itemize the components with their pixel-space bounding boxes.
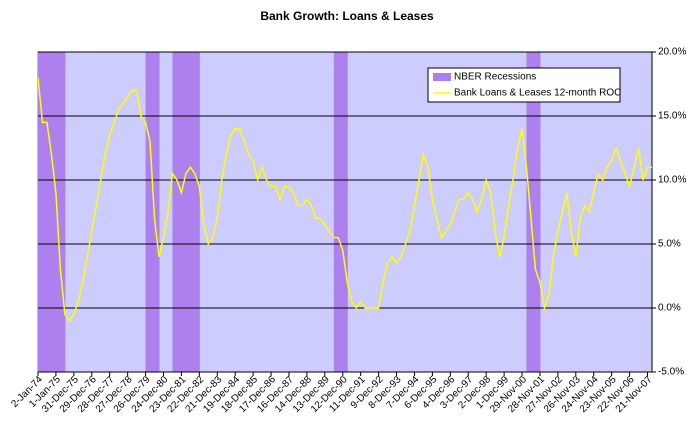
recession-bar [181,52,187,372]
recession-bar [46,52,52,372]
legend-box [427,67,621,103]
y-tick-label: 5.0% [658,239,681,250]
recession-bar [176,52,182,372]
recession-bar [38,52,43,372]
recession-bar [333,52,339,372]
recession-bar [51,52,57,372]
y-tick-label: 0.0% [658,303,681,314]
y-tick-label: 20.0% [658,47,686,58]
recession-bar [42,52,48,372]
recession-bar [342,52,348,372]
recession-bar [55,52,61,372]
recession-bar [190,52,196,372]
recession-bar [172,52,178,372]
y-tick-label: -5.0% [658,367,684,378]
legend-label: NBER Recessions [454,72,536,83]
legend-label: Bank Loans & Leases 12-month ROC [454,88,621,99]
chart-title: Bank Growth: Loans & Leases [260,9,434,23]
recession-bar [60,52,66,372]
data-line [38,77,652,323]
recession-bar [150,52,156,372]
recession-bar [526,52,532,372]
y-tick-label: 10.0% [658,175,686,186]
recession-bar [535,52,541,372]
recession-bar [194,52,200,372]
recession-bar [338,52,344,372]
recession-bar [185,52,191,372]
y-tick-label: 15.0% [658,111,686,122]
recession-bar [154,52,160,372]
recession-bar [530,52,536,372]
legend-swatch [433,73,451,81]
recession-bar [145,52,151,372]
